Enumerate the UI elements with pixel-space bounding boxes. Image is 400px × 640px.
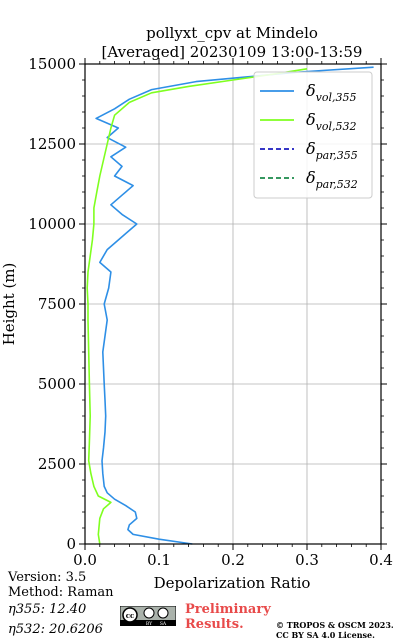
svg-text:BY: BY	[146, 621, 153, 626]
eta355-text: η355: 12.40	[8, 602, 87, 617]
version-text: Version: 3.5	[8, 570, 87, 585]
x-axis-label: Depolarization Ratio	[154, 574, 311, 592]
y-tick-label: 10000	[28, 215, 76, 233]
y-tick-label: 15000	[28, 55, 76, 73]
y-axis-label: Height (m)	[0, 263, 18, 346]
legend-label-par-532: δpar,532	[306, 168, 358, 191]
x-tick-label: 0.0	[73, 551, 97, 569]
legend-label-vol-532: δvol,532	[306, 110, 357, 133]
copyright-notice: © TROPOS & OSCM 2023. CC BY SA 4.0 Licen…	[276, 620, 394, 640]
legend-box	[253, 71, 373, 199]
y-tick-label: 2500	[38, 455, 76, 473]
legend-label-vol-355: δvol,355	[306, 81, 357, 104]
y-tick-label: 5000	[38, 375, 76, 393]
svg-text:cc: cc	[126, 611, 135, 620]
eta532-text: η532: 20.6206	[8, 622, 103, 637]
by-icon	[143, 607, 155, 619]
legend: δvol,355 δvol,532 δpar,355 δpar,532	[253, 71, 373, 199]
x-tick-label: 0.1	[147, 551, 171, 569]
y-tick-label: 0	[66, 535, 76, 553]
preliminary-line2: Results.	[185, 617, 244, 632]
x-tick-label: 0.2	[221, 551, 245, 569]
y-tick-label: 7500	[38, 295, 76, 313]
cc-license-badge: cc BY SA	[120, 606, 176, 626]
series-line-vol-355	[95, 66, 374, 545]
axis-ticks: 0.0 0.1 0.2 0.3 0.4 0 2500 5000 7500 10000 12500 15…	[28, 55, 393, 569]
x-tick-label: 0.3	[295, 551, 319, 569]
sa-icon	[157, 607, 169, 619]
preliminary-line1: Preliminary	[185, 602, 271, 617]
svg-text:SA: SA	[160, 621, 167, 626]
x-tick-label: 0.4	[369, 551, 393, 569]
legend-label-par-355: δpar,355	[306, 139, 358, 162]
series-line-vol-532	[86, 68, 308, 545]
preliminary-notice: Preliminary Results.	[185, 602, 271, 632]
cc-icon	[122, 607, 138, 623]
y-tick-label: 12500	[28, 135, 76, 153]
chart-subtitle: [Averaged] 20230109 13:00-13:59	[102, 43, 363, 61]
series-layer	[86, 66, 374, 545]
copyright-line1: © TROPOS & OSCM 2023.	[276, 620, 394, 630]
chart: pollyxt_cpv at Mindelo [Averaged] 202301…	[0, 24, 393, 592]
method-text: Method: Raman	[8, 585, 114, 600]
copyright-line2: CC BY SA 4.0 License.	[276, 630, 375, 640]
chart-title: pollyxt_cpv at Mindelo	[146, 24, 318, 42]
